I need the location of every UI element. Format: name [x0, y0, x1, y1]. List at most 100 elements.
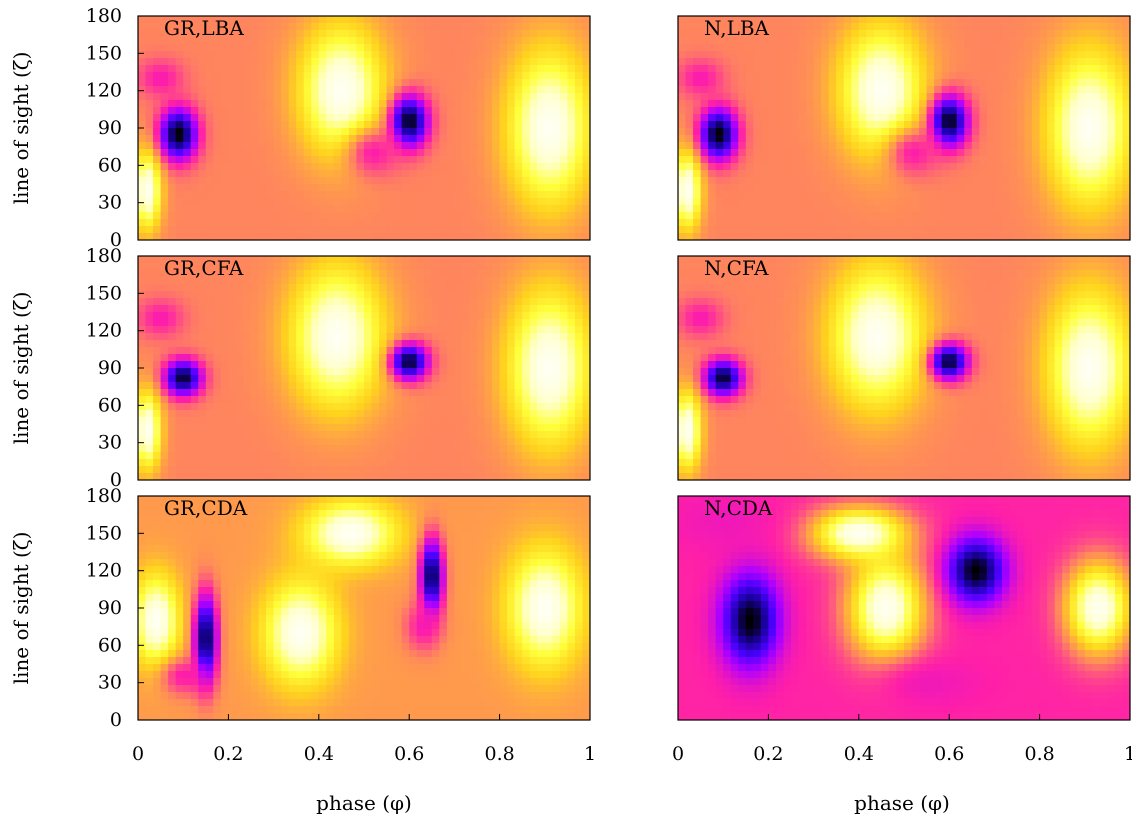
heatmap-cell — [401, 79, 410, 87]
heatmap-cell — [813, 16, 822, 24]
heatmap-cell — [934, 177, 943, 185]
heatmap-cell — [311, 198, 320, 206]
heatmap-cell — [416, 51, 425, 59]
heatmap-cell — [582, 184, 590, 192]
heatmap-cell — [243, 347, 252, 355]
heatmap-cell — [168, 198, 177, 206]
heatmap-cell — [153, 226, 162, 234]
heatmap-cell — [431, 233, 440, 240]
heatmap-cell — [258, 256, 267, 264]
heatmap-cell — [934, 226, 943, 234]
heatmap-cell — [1114, 30, 1124, 38]
heatmap-cell — [431, 100, 440, 108]
heatmap-cell — [1009, 114, 1018, 122]
heatmap-cell — [160, 51, 169, 59]
heatmap-cell — [582, 163, 590, 171]
heatmap-cell — [798, 23, 807, 31]
heatmap-cell — [168, 191, 177, 199]
heatmap-cell — [477, 347, 486, 355]
heatmap-cell — [281, 347, 290, 355]
heatmap-cell — [1107, 219, 1116, 227]
heatmap-cell — [431, 354, 440, 362]
heatmap-cell — [168, 256, 177, 264]
heatmap-cell — [768, 107, 777, 115]
heatmap-cell — [484, 107, 493, 115]
heatmap-cell — [333, 284, 342, 292]
heatmap-cell — [311, 16, 320, 24]
heatmap-cell — [806, 37, 815, 45]
heatmap-cell — [567, 354, 576, 362]
heatmap-cell — [1062, 219, 1071, 227]
heatmap-cell — [715, 191, 724, 199]
heatmap-cell — [544, 51, 553, 59]
heatmap-cell — [678, 44, 687, 52]
heatmap-cell — [979, 149, 988, 157]
heatmap-cell — [768, 170, 777, 178]
heatmap-cell — [700, 100, 709, 108]
heatmap-cell — [303, 100, 312, 108]
heatmap-cell — [896, 58, 905, 66]
heatmap-cell — [964, 184, 973, 192]
heatmap-cell — [514, 114, 523, 122]
heatmap-cell — [1032, 86, 1041, 94]
heatmap-cell — [552, 16, 561, 24]
heatmap-cell — [424, 156, 433, 164]
heatmap-cell — [971, 184, 980, 192]
heatmap-cell — [559, 263, 568, 271]
heatmap-cell — [514, 72, 523, 80]
heatmap-cell — [1114, 184, 1124, 192]
heatmap-cell — [348, 361, 358, 369]
heatmap-cell — [911, 191, 920, 199]
heatmap-cell — [813, 86, 822, 94]
heatmap-cell — [220, 375, 229, 383]
heatmap-cell — [896, 44, 905, 52]
heatmap-cell — [168, 219, 177, 227]
heatmap-cell — [303, 142, 312, 150]
heatmap-cell — [205, 121, 214, 129]
heatmap-cell — [685, 86, 694, 94]
heatmap-cell — [461, 23, 471, 31]
heatmap-cell — [461, 277, 471, 285]
heatmap-cell — [409, 326, 418, 334]
heatmap-cell — [723, 93, 732, 101]
heatmap-cell — [424, 347, 433, 355]
heatmap-cell — [775, 121, 785, 129]
heatmap-cell — [559, 100, 568, 108]
heatmap-cell — [145, 219, 154, 227]
heatmap-cell — [1054, 142, 1063, 150]
heatmap-cell — [303, 284, 312, 292]
heatmap-cell — [1024, 177, 1033, 185]
heatmap-cell — [251, 107, 260, 115]
heatmap-cell — [409, 149, 418, 157]
heatmap-cell — [175, 170, 184, 178]
heatmap-cell — [1017, 184, 1026, 192]
heatmap-cell — [168, 163, 177, 171]
heatmap-cell — [567, 170, 576, 178]
heatmap-cell — [228, 114, 237, 122]
heatmap-cell — [544, 270, 553, 278]
heatmap-cell — [379, 30, 388, 38]
heatmap-cell — [333, 128, 342, 136]
heatmap-cell — [296, 79, 305, 87]
heatmap-cell — [401, 277, 410, 285]
heatmap-cell — [813, 184, 822, 192]
heatmap-cell — [544, 312, 553, 320]
heatmap-cell — [1017, 135, 1026, 143]
heatmap-cell — [828, 86, 837, 94]
heatmap-cell — [678, 212, 687, 220]
heatmap-cell — [1054, 114, 1063, 122]
heatmap-cell — [454, 58, 463, 66]
heatmap-cell — [175, 156, 184, 164]
heatmap-cell — [160, 319, 169, 327]
heatmap-cell — [986, 135, 995, 143]
heatmap-cell — [552, 65, 561, 73]
heatmap-cell — [858, 142, 867, 150]
heatmap-cell — [145, 277, 154, 285]
heatmap-cell — [409, 312, 418, 320]
heatmap-cell — [446, 284, 455, 292]
heatmap-cell — [994, 226, 1003, 234]
heatmap-cell — [919, 58, 928, 66]
heatmap-cell — [1092, 107, 1101, 115]
heatmap-cell — [708, 177, 717, 185]
heatmap-cell — [220, 184, 229, 192]
